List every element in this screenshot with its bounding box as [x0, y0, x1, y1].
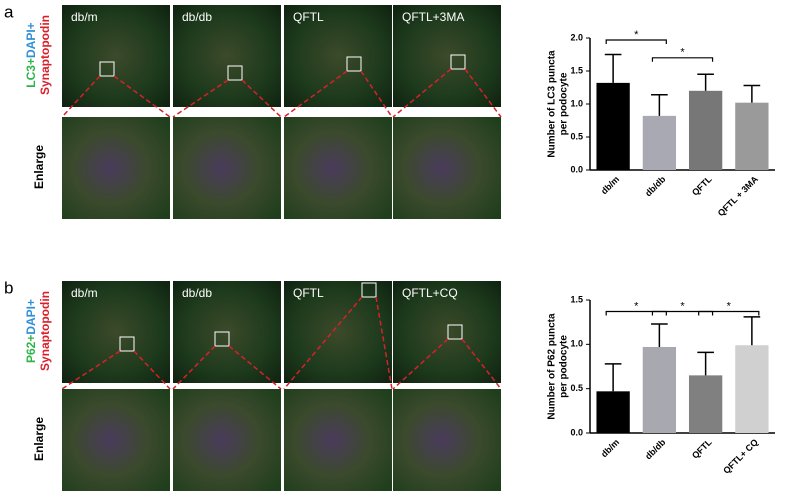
significance-bracket: [698, 310, 760, 316]
micrograph: [62, 281, 170, 383]
x-tick-label: QFTL: [690, 437, 714, 461]
significance-bracket: [605, 39, 667, 44]
significance-star: *: [634, 300, 639, 312]
bar: [735, 345, 769, 433]
zoom-line: [172, 79, 229, 118]
micrograph-enlarged: [62, 389, 170, 491]
stain-part: LC3+: [24, 58, 38, 88]
y-tick-label: 1.0: [570, 339, 583, 349]
roi-box: [227, 65, 243, 81]
micrograph: [393, 5, 501, 107]
zoom-line: [464, 68, 502, 118]
zoom-line: [283, 70, 348, 118]
zoom-line: [172, 345, 216, 390]
stain-label: P62+DAPI+: [24, 299, 38, 363]
stain-part: DAPI+: [24, 22, 38, 58]
y-axis-label: per podocyte: [559, 335, 570, 398]
stain-part: P62+: [24, 335, 38, 363]
zoom-line: [392, 338, 449, 390]
x-tick-label: QFTL: [690, 174, 714, 198]
y-tick-label: 1.0: [570, 98, 583, 108]
micrograph-enlarged: [62, 117, 170, 219]
bar: [642, 115, 677, 170]
significance-bracket: [651, 310, 714, 316]
y-axis-label: Number of LC3 puncta: [547, 50, 558, 158]
y-tick-label: 2.0: [570, 32, 583, 42]
micrograph-enlarged: [393, 389, 501, 491]
micrograph-enlarged: [393, 117, 501, 219]
significance-bracket: [605, 310, 667, 316]
significance-star: *: [634, 29, 639, 41]
micrograph-enlarged: [284, 389, 392, 491]
y-tick-label: 1.5: [570, 65, 583, 75]
significance-star: *: [680, 47, 685, 59]
zoom-line: [360, 70, 393, 118]
x-tick-label: db/db: [643, 174, 668, 199]
roi-box: [346, 56, 362, 72]
x-tick-label: db/db: [643, 437, 668, 462]
roi-box: [214, 331, 230, 347]
image-label: QFTL: [293, 10, 324, 24]
image-label: QFTL+CQ: [402, 286, 458, 300]
zoom-line: [283, 296, 363, 390]
enlarge-label: Enlarge: [32, 145, 46, 189]
significance-star: *: [680, 300, 685, 312]
image-label: QFTL: [293, 286, 324, 300]
zoom-line: [228, 345, 282, 390]
y-tick-label: 0.5: [570, 131, 583, 141]
micrograph-enlarged: [173, 389, 281, 491]
stain-part: DAPI+: [24, 299, 38, 335]
image-label: db/m: [71, 286, 98, 300]
stain-label: LC3+DAPI+: [24, 22, 38, 87]
stain-label: Synaptopodin: [38, 291, 52, 371]
x-tick-label: QFTL + 3MA: [716, 174, 761, 219]
roi-box: [361, 282, 377, 298]
panel-label: b: [4, 278, 13, 297]
micrograph: [284, 281, 392, 383]
roi-box: [450, 54, 466, 70]
roi-box: [447, 324, 463, 340]
significance-bracket: [651, 57, 714, 62]
zoom-line: [392, 68, 452, 118]
significance-star: *: [727, 300, 732, 312]
bar: [642, 346, 677, 433]
panel-label: a: [4, 2, 14, 21]
bar: [735, 102, 769, 170]
bar: [688, 90, 723, 170]
x-tick-label: QFTL+ CQ: [721, 437, 760, 476]
stain-label: Synaptopodin: [38, 15, 52, 95]
micrograph-enlarged: [173, 117, 281, 219]
y-tick-label: 0.5: [570, 383, 583, 393]
x-tick-label: db/m: [599, 437, 621, 459]
image-label: db/m: [71, 10, 98, 24]
roi-box: [99, 61, 115, 77]
image-label: QFTL+3MA: [402, 10, 464, 24]
enlarge-label: Enlarge: [32, 417, 46, 461]
y-tick-label: 0.0: [570, 427, 583, 437]
x-tick-label: db/m: [599, 174, 621, 196]
y-tick-label: 0.0: [570, 164, 583, 174]
zoom-line: [61, 75, 101, 118]
zoom-line: [461, 338, 502, 390]
image-label: db/db: [182, 10, 212, 24]
micrograph: [284, 5, 392, 107]
zoom-line: [241, 79, 282, 118]
micrograph: [62, 5, 170, 107]
zoom-line: [133, 350, 171, 390]
bar: [596, 391, 630, 433]
y-axis-label: Number of P62 puncta: [547, 313, 558, 420]
roi-box: [119, 336, 135, 352]
y-tick-label: 1.5: [570, 294, 583, 304]
micrograph-enlarged: [284, 117, 392, 219]
y-axis-label: per podocyte: [559, 72, 570, 135]
zoom-line: [113, 75, 171, 118]
image-label: db/db: [182, 286, 212, 300]
micrograph: [173, 5, 281, 107]
bar: [596, 82, 630, 170]
zoom-line: [61, 350, 121, 390]
bar: [688, 375, 723, 433]
